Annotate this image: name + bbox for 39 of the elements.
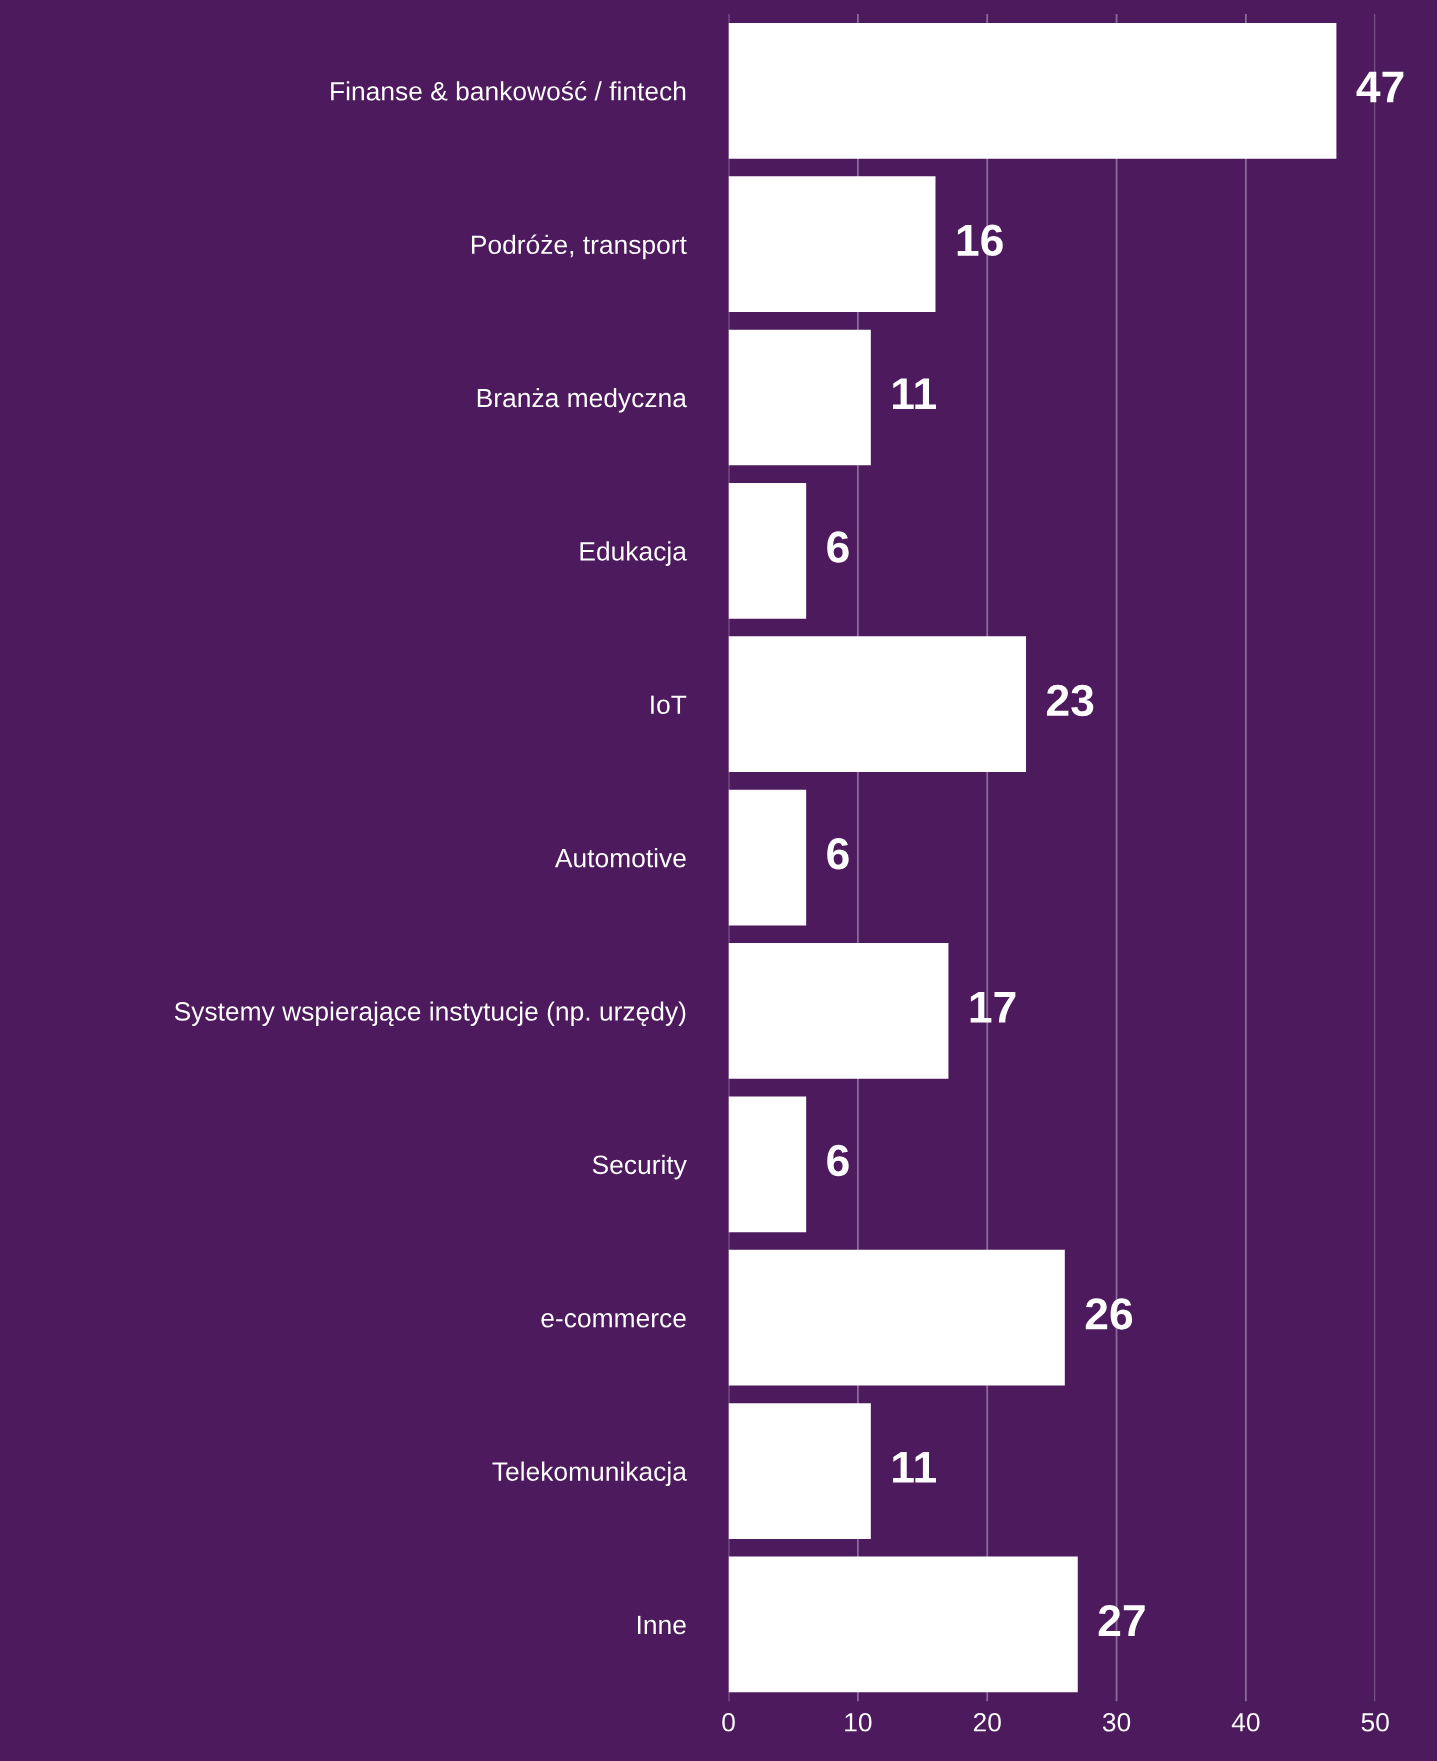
y-tick-label: Branża medyczna (477, 387, 687, 413)
data-label: 11 (893, 1451, 937, 1483)
bar (728, 943, 949, 1079)
bar (728, 1249, 1065, 1386)
bar (728, 176, 936, 312)
data-label: 26 (1085, 1298, 1133, 1330)
x-tick-label: 50 (1361, 1712, 1389, 1732)
x-tick-label: 20 (973, 1712, 1001, 1732)
y-tick-label: Edukacja (580, 541, 687, 566)
x-tick-label: 0 (722, 1712, 735, 1732)
y-tick-label: Inne (637, 1615, 686, 1635)
y-tick-label: Security (592, 1154, 687, 1180)
x-tick-label: 40 (1231, 1712, 1260, 1732)
data-label: 23 (1047, 684, 1094, 717)
data-label: 27 (1098, 1604, 1145, 1636)
data-label: 6 (827, 1144, 849, 1177)
y-tick-label: Finanse & bankowość / fintech (331, 80, 686, 101)
bar (728, 1556, 1078, 1693)
y-tick-label: IoT (651, 695, 687, 715)
data-label: 6 (827, 531, 849, 563)
y-tick-label: Automotive (554, 848, 686, 868)
bar (728, 483, 807, 619)
y-tick-label: Systemy wspierające instytucje (np. urzędy) (174, 1001, 686, 1027)
data-label: 6 (827, 838, 849, 870)
bar (728, 1096, 807, 1233)
y-tick-label: e-commerce (541, 1313, 686, 1328)
data-label: 11 (893, 378, 937, 409)
data-label: 17 (970, 991, 1016, 1023)
bar (728, 636, 1027, 773)
bar (728, 1403, 871, 1539)
y-tick-label: Podróże, transport (471, 234, 687, 260)
bar (728, 329, 871, 466)
bar (728, 789, 807, 926)
y-tick-label: Telekomunikacja (492, 1461, 687, 1487)
x-tick-label: 10 (845, 1712, 872, 1732)
bar (728, 22, 1337, 159)
data-label: 47 (1356, 71, 1404, 103)
data-label: 16 (957, 224, 1003, 257)
x-tick-label: 30 (1102, 1712, 1131, 1732)
